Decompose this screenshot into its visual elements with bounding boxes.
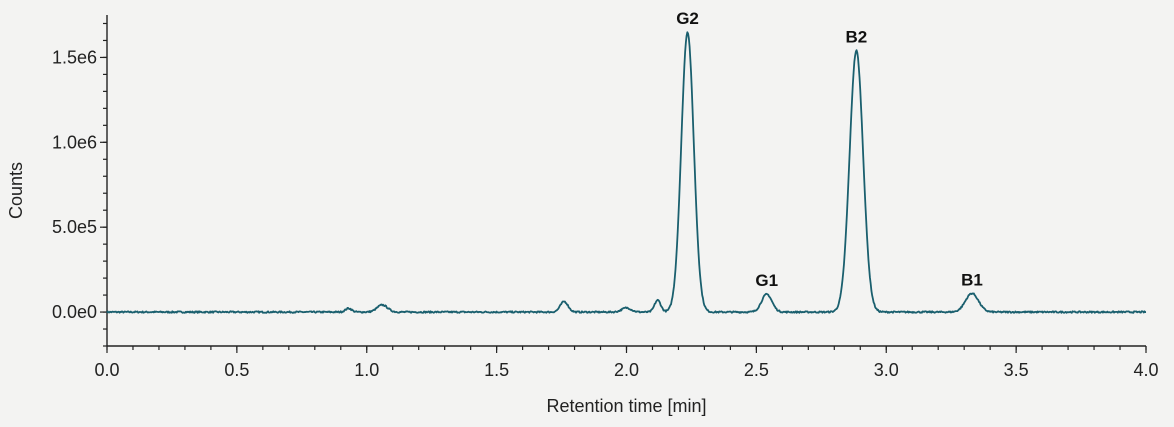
- axes: [106, 15, 1146, 347]
- x-tick-label: 0.0: [94, 360, 119, 380]
- x-tick-label: 1.5: [484, 360, 509, 380]
- y-ticks: 0.0e0 5.0e5 1.0e6 1.5e6: [52, 22, 107, 347]
- x-tick-label: 4.0: [1133, 360, 1158, 380]
- x-ticks: 0.0 0.5 1.0 1.5 2.0 2.5 3.0 3.5 4.0: [94, 346, 1159, 380]
- y-tick-label: 1.0e6: [52, 132, 97, 152]
- x-tick-label: 0.5: [224, 360, 249, 380]
- x-tick-label: 2.0: [614, 360, 639, 380]
- peak-label: G2: [676, 9, 699, 28]
- chromatogram-trace: [106, 31, 1147, 314]
- x-tick-label: 1.0: [354, 360, 379, 380]
- y-tick-label: 1.5e6: [52, 47, 97, 67]
- x-tick-label: 2.5: [744, 360, 769, 380]
- peak-label: B1: [961, 270, 983, 289]
- x-tick-label: 3.5: [1004, 360, 1029, 380]
- peak-label: G1: [755, 271, 778, 290]
- x-axis-title: Retention time [min]: [546, 396, 706, 416]
- x-tick-label: 3.0: [874, 360, 899, 380]
- y-axis-title: Counts: [6, 162, 26, 219]
- y-tick-label: 0.0e0: [52, 302, 97, 322]
- y-tick-label: 5.0e5: [52, 217, 97, 237]
- peak-label: B2: [846, 28, 868, 47]
- peak-labels: G2 G1 B2 B1: [676, 9, 983, 290]
